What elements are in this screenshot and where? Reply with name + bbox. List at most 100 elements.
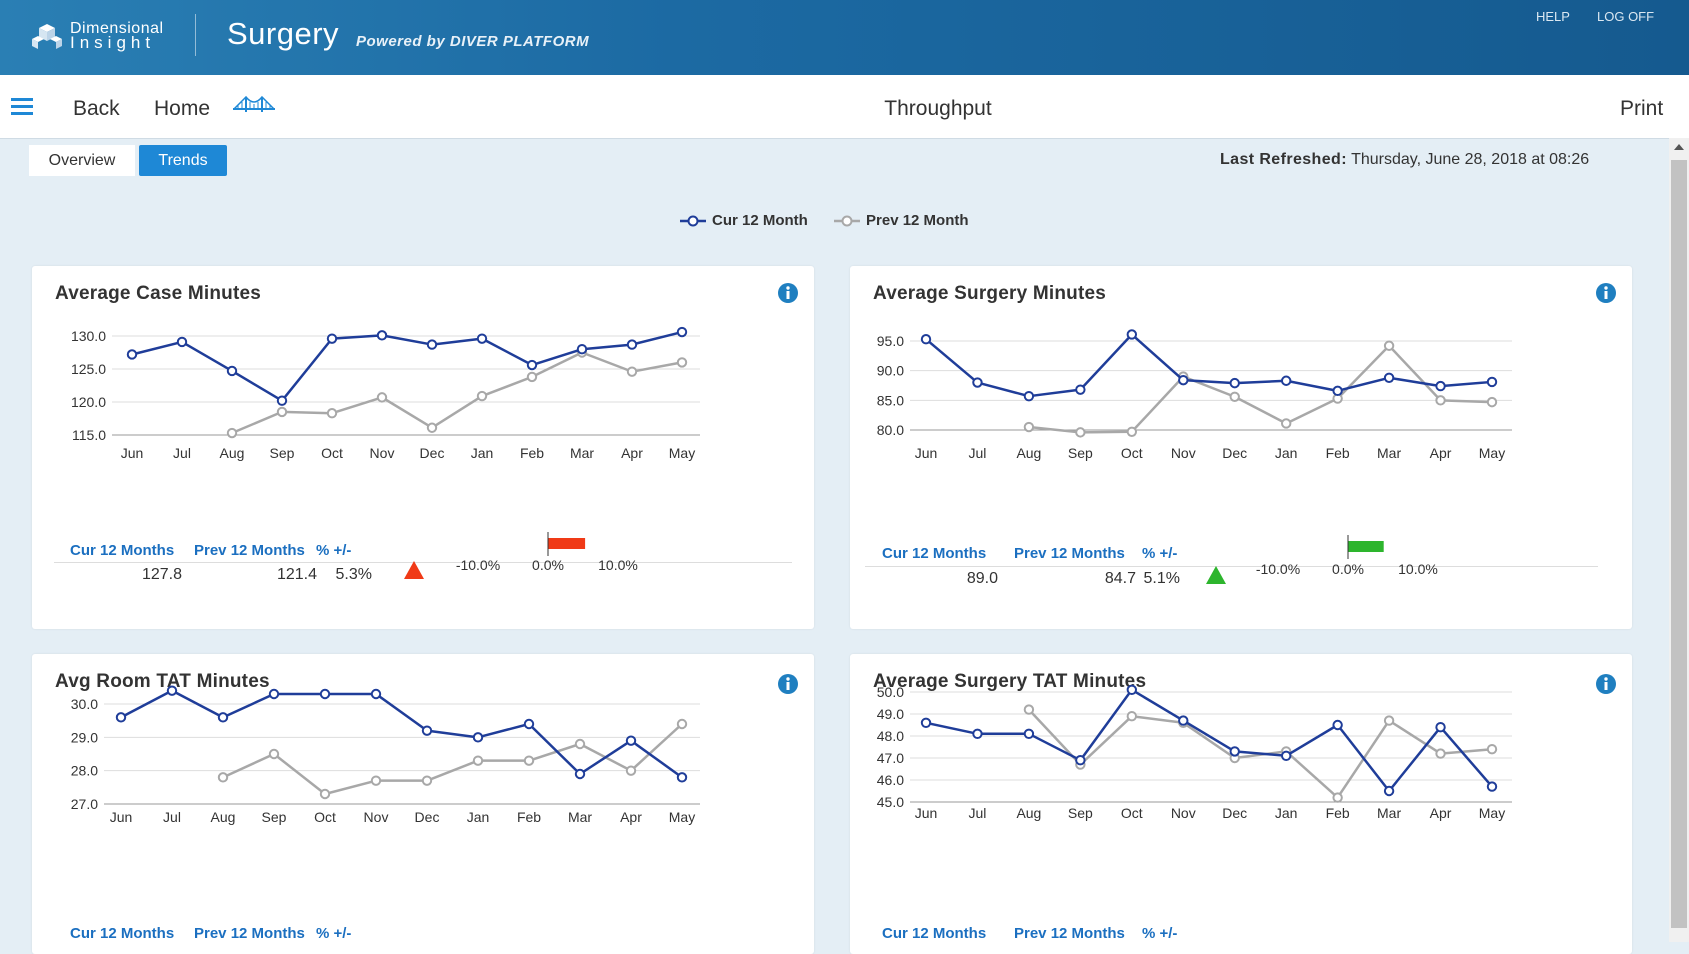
- legend-item-cur[interactable]: Cur 12 Month: [680, 212, 808, 229]
- data-point-cur[interactable]: [1178, 374, 1189, 386]
- data-point-cur[interactable]: [1486, 781, 1498, 792]
- data-point-prev[interactable]: [226, 427, 238, 439]
- data-point-prev[interactable]: [676, 357, 688, 368]
- data-point-cur[interactable]: [319, 688, 331, 700]
- data-point-cur[interactable]: [115, 712, 127, 723]
- data-point-cur[interactable]: [1126, 329, 1138, 340]
- data-point-prev[interactable]: [526, 371, 538, 383]
- data-point-cur[interactable]: [1435, 380, 1446, 392]
- data-point-cur[interactable]: [1332, 385, 1343, 397]
- data-point-prev[interactable]: [1229, 391, 1240, 402]
- data-point-prev[interactable]: [1280, 418, 1292, 429]
- data-point-prev[interactable]: [370, 775, 382, 786]
- data-point-cur[interactable]: [1023, 728, 1035, 740]
- data-point-cur[interactable]: [166, 685, 178, 696]
- data-point-prev[interactable]: [1486, 396, 1498, 408]
- data-point-cur[interactable]: [574, 768, 586, 780]
- data-point-cur[interactable]: [472, 732, 484, 743]
- data-point-cur[interactable]: [276, 395, 288, 406]
- data-point-cur[interactable]: [920, 334, 932, 345]
- data-point-cur[interactable]: [625, 735, 637, 746]
- data-point-cur[interactable]: [1229, 377, 1240, 389]
- data-point-cur[interactable]: [972, 377, 983, 388]
- tab-overview[interactable]: Overview: [29, 145, 135, 176]
- data-point-cur[interactable]: [1486, 376, 1498, 388]
- data-point-prev[interactable]: [268, 748, 280, 760]
- print-button[interactable]: Print: [1620, 97, 1664, 120]
- data-point-cur[interactable]: [526, 359, 538, 371]
- data-point-prev[interactable]: [319, 788, 331, 800]
- scroll-up-arrow-icon[interactable]: [1673, 142, 1685, 152]
- data-point-cur[interactable]: [1229, 746, 1240, 757]
- back-button[interactable]: Back: [73, 97, 120, 120]
- data-point-cur[interactable]: [1383, 785, 1395, 797]
- data-point-cur[interactable]: [1178, 715, 1189, 726]
- help-link[interactable]: HELP: [1536, 9, 1570, 24]
- data-point-prev[interactable]: [426, 422, 438, 433]
- data-point-prev[interactable]: [1383, 340, 1395, 351]
- data-point-prev[interactable]: [1126, 426, 1138, 437]
- bridge-icon[interactable]: [232, 95, 276, 117]
- data-point-cur[interactable]: [476, 333, 488, 344]
- data-point-prev[interactable]: [1023, 704, 1035, 715]
- hamburger-menu-icon[interactable]: [11, 96, 33, 116]
- data-point-prev[interactable]: [376, 392, 388, 403]
- data-point-prev[interactable]: [1435, 748, 1446, 759]
- data-point-prev[interactable]: [276, 406, 288, 418]
- data-point-prev[interactable]: [1075, 427, 1086, 438]
- data-point-cur[interactable]: [126, 349, 138, 360]
- data-point-prev[interactable]: [625, 765, 637, 776]
- data-point-prev[interactable]: [1486, 744, 1498, 755]
- tab-trends[interactable]: Trends: [139, 145, 227, 176]
- data-point-prev[interactable]: [476, 390, 488, 402]
- data-point-cur[interactable]: [920, 717, 932, 729]
- data-point-prev[interactable]: [1023, 421, 1035, 433]
- data-point-cur[interactable]: [1126, 684, 1138, 695]
- data-point-cur[interactable]: [1383, 372, 1395, 383]
- logoff-link[interactable]: LOG OFF: [1597, 9, 1655, 24]
- info-icon[interactable]: [777, 282, 799, 304]
- vertical-scrollbar[interactable]: [1669, 138, 1689, 942]
- data-point-cur[interactable]: [426, 339, 438, 350]
- data-point-cur[interactable]: [523, 718, 535, 730]
- data-point-cur[interactable]: [626, 339, 638, 350]
- data-point-cur[interactable]: [376, 330, 388, 341]
- data-point-cur[interactable]: [176, 336, 188, 348]
- data-point-cur[interactable]: [1280, 375, 1292, 386]
- scrollbar-thumb[interactable]: [1671, 160, 1687, 928]
- data-point-cur[interactable]: [1075, 384, 1086, 395]
- data-point-cur[interactable]: [226, 365, 238, 377]
- data-point-cur[interactable]: [326, 333, 338, 344]
- legend-label-cur: Cur 12 Month: [712, 212, 808, 229]
- data-point-cur[interactable]: [1075, 755, 1086, 766]
- data-point-cur[interactable]: [1332, 719, 1343, 731]
- data-point-cur[interactable]: [676, 326, 688, 338]
- data-point-cur[interactable]: [421, 725, 433, 736]
- data-point-cur[interactable]: [1280, 750, 1292, 762]
- data-point-cur[interactable]: [972, 728, 983, 740]
- data-point-prev[interactable]: [523, 755, 535, 766]
- data-point-cur[interactable]: [370, 688, 382, 700]
- data-point-prev[interactable]: [1435, 395, 1446, 406]
- data-point-cur[interactable]: [217, 712, 229, 723]
- info-icon[interactable]: [1595, 282, 1617, 304]
- data-point-cur[interactable]: [676, 772, 688, 783]
- home-button[interactable]: Home: [154, 97, 211, 120]
- data-point-prev[interactable]: [574, 738, 586, 750]
- data-point-prev[interactable]: [421, 775, 433, 786]
- data-point-cur[interactable]: [1023, 390, 1035, 402]
- data-point-prev[interactable]: [1383, 715, 1395, 726]
- data-point-prev[interactable]: [1126, 711, 1138, 722]
- data-point-prev[interactable]: [626, 366, 638, 377]
- legend-item-prev[interactable]: Prev 12 Month: [834, 212, 969, 229]
- data-point-prev[interactable]: [676, 718, 688, 730]
- data-point-prev[interactable]: [217, 772, 229, 783]
- data-point-cur[interactable]: [1435, 722, 1446, 733]
- info-icon[interactable]: [777, 673, 799, 695]
- data-point-cur[interactable]: [576, 344, 588, 355]
- data-point-prev[interactable]: [326, 408, 338, 419]
- data-point-prev[interactable]: [1332, 792, 1343, 803]
- data-point-cur[interactable]: [268, 688, 280, 700]
- data-point-prev[interactable]: [472, 755, 484, 766]
- info-icon[interactable]: [1595, 673, 1617, 695]
